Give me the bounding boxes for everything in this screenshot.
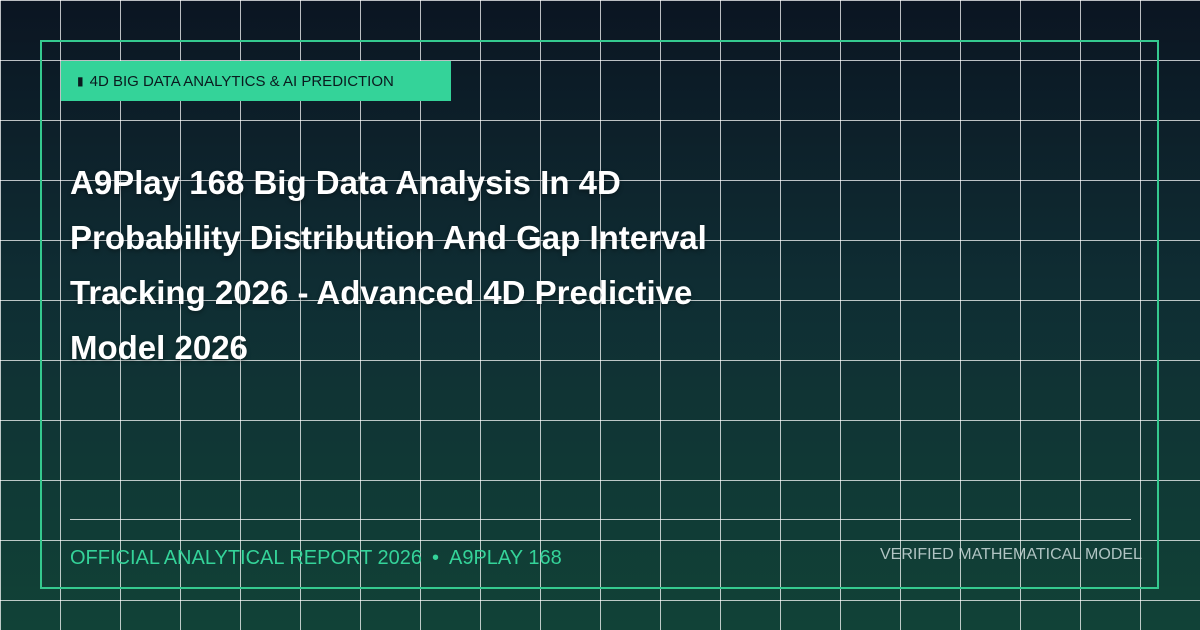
report-label: OFFICIAL ANALYTICAL REPORT 2026 [70,547,422,569]
separator-dot: • [431,547,439,569]
page-title: A9Play 168 Big Data Analysis In 4D Proba… [70,164,707,366]
footer-report-info: OFFICIAL ANALYTICAL REPORT 2026 • A9PLAY 1… [70,545,562,571]
brand-label: A9PLAY 168 [449,547,562,569]
category-badge: ▮ 4D BIG DATA ANALYTICS & AI PREDICTION [61,61,451,101]
border-frame [40,40,1159,589]
badge-label: 4D BIG DATA ANALYTICS & AI PREDICTION [89,73,394,90]
verified-label: VERIFIED MATHEMATICAL MODEL [880,546,1142,563]
chart-icon: ▮ [77,74,84,88]
divider [70,519,1131,520]
